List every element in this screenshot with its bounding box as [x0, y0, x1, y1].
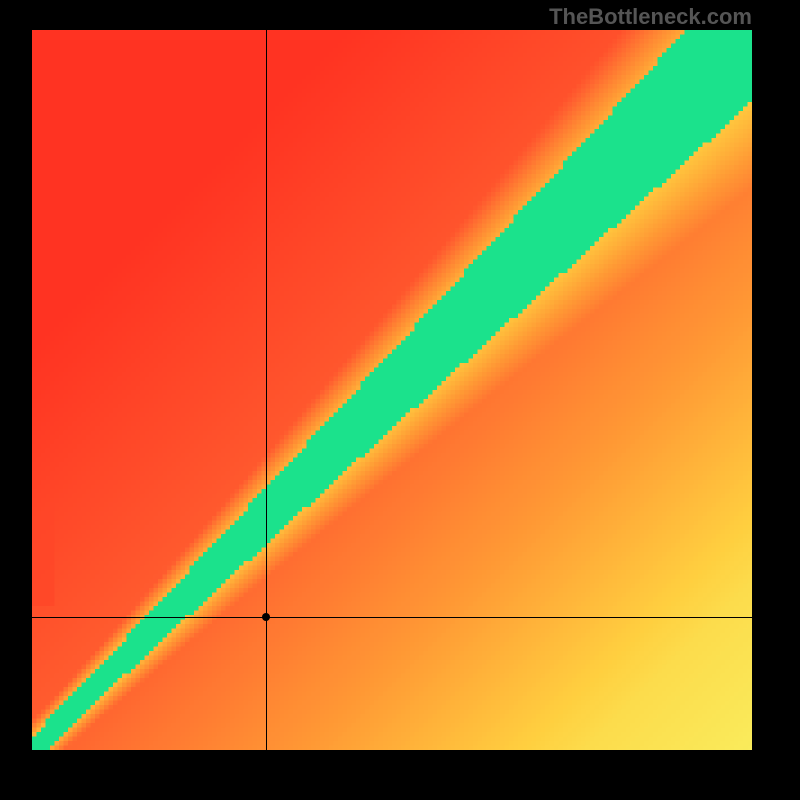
heatmap-plot-area: [32, 30, 752, 750]
crosshair-vertical-line: [266, 30, 267, 750]
crosshair-horizontal-line: [32, 617, 752, 618]
marker-dot: [262, 613, 270, 621]
bottleneck-heatmap: [32, 30, 752, 750]
watermark-text: TheBottleneck.com: [549, 4, 752, 30]
